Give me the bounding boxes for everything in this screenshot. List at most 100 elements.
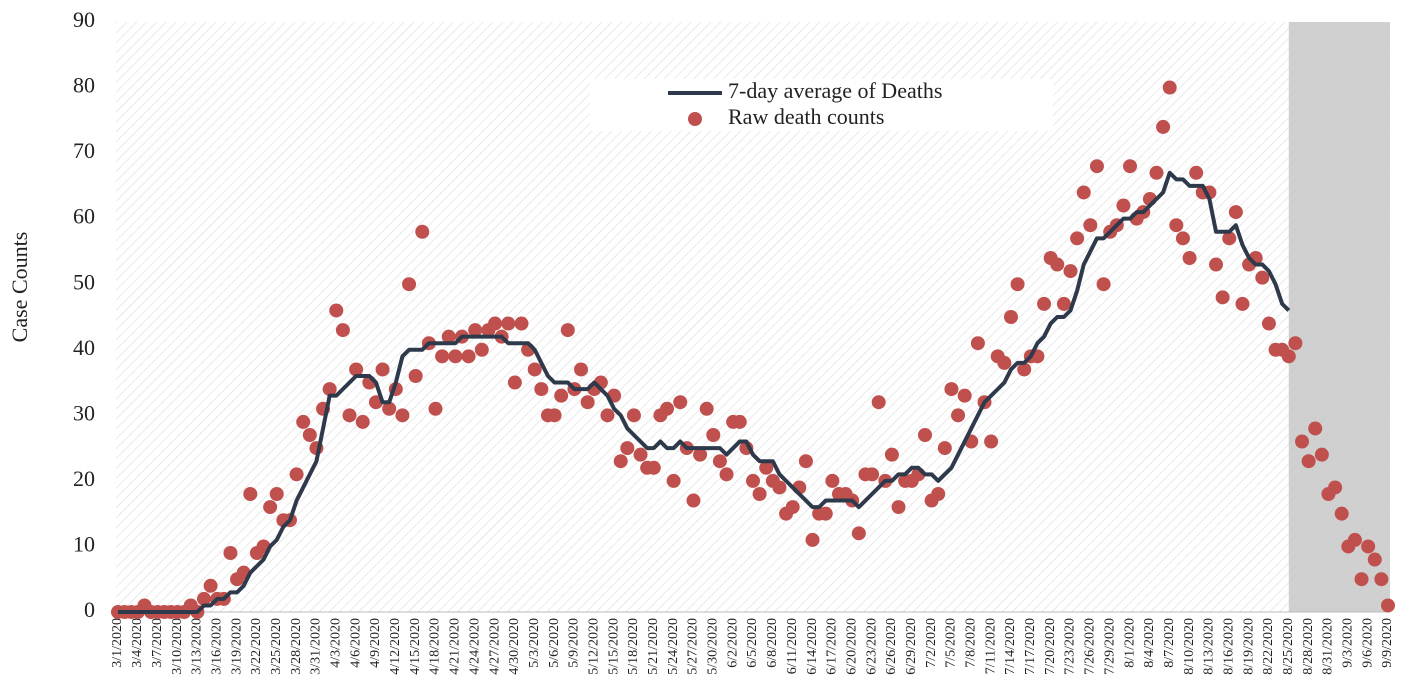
raw-point [1003, 310, 1018, 324]
raw-point [712, 454, 727, 469]
raw-point [296, 414, 311, 429]
raw-point [1169, 218, 1184, 233]
y-axis-label: Case Counts [7, 232, 32, 343]
raw-point [620, 441, 635, 456]
raw-point [1010, 277, 1025, 292]
raw-point [263, 500, 278, 515]
raw-point [719, 467, 734, 482]
raw-point [984, 434, 999, 449]
raw-point [673, 395, 688, 410]
raw-point [1182, 251, 1197, 265]
x-tick-label: 3/4/2020 [130, 618, 145, 668]
raw-point [660, 401, 675, 416]
x-tick-label: 7/17/2020 [1023, 618, 1038, 675]
x-tick-label: 8/1/2020 [1122, 618, 1137, 668]
raw-point [1149, 165, 1164, 180]
raw-point [798, 454, 813, 469]
x-tick-label: 8/7/2020 [1162, 618, 1177, 668]
x-tick-label: 3/22/2020 [249, 618, 264, 675]
raw-point [626, 408, 641, 423]
raw-point [937, 441, 952, 456]
raw-point [1123, 159, 1138, 174]
raw-point [474, 342, 489, 357]
x-tick-label: 5/12/2020 [586, 618, 601, 675]
raw-point [1255, 270, 1270, 285]
x-tick-label: 7/23/2020 [1063, 618, 1078, 675]
x-tick-label: 8/13/2020 [1202, 618, 1217, 675]
raw-point [203, 578, 218, 593]
raw-point [1334, 506, 1349, 521]
x-tick-label: 4/18/2020 [428, 618, 443, 675]
raw-point [613, 454, 628, 469]
raw-point [580, 395, 595, 410]
raw-point [825, 473, 840, 488]
raw-point [1301, 454, 1316, 469]
x-tick-label: 3/7/2020 [150, 618, 165, 668]
x-tick-label: 4/15/2020 [408, 618, 423, 675]
raw-point [574, 362, 589, 377]
x-tick-label: 6/8/2020 [765, 618, 780, 668]
raw-point [818, 506, 833, 521]
raw-point [1222, 231, 1237, 246]
x-tick-label: 7/11/2020 [983, 618, 998, 674]
x-tick-label: 5/24/2020 [666, 618, 681, 675]
raw-point [1308, 421, 1323, 436]
raw-point [686, 493, 701, 508]
x-tick-label: 3/19/2020 [229, 618, 244, 675]
raw-point [931, 487, 946, 501]
raw-point [1050, 257, 1065, 272]
raw-point [732, 414, 747, 429]
raw-point [1235, 296, 1250, 311]
raw-point [785, 500, 800, 515]
raw-point [891, 500, 906, 515]
raw-point [1374, 572, 1389, 587]
raw-point [957, 388, 972, 403]
y-tick-label: 90 [73, 7, 95, 32]
x-tick-label: 6/14/2020 [805, 618, 820, 675]
raw-point [223, 546, 238, 560]
y-tick-label: 70 [73, 138, 95, 163]
raw-point [884, 447, 899, 462]
x-tick-label: 8/4/2020 [1142, 618, 1157, 668]
x-tick-label: 6/5/2020 [745, 618, 760, 668]
raw-point [1367, 552, 1382, 567]
x-tick-label: 3/28/2020 [289, 618, 304, 675]
raw-point [646, 460, 661, 475]
raw-point [1070, 231, 1085, 246]
x-tick-label: 5/21/2020 [646, 618, 661, 675]
raw-point [944, 382, 959, 397]
y-tick-label: 20 [73, 466, 95, 491]
x-tick-label: 4/24/2020 [467, 618, 482, 675]
x-tick-label: 5/15/2020 [606, 618, 621, 675]
raw-point [1162, 80, 1177, 95]
raw-point [1288, 336, 1303, 351]
raw-point [970, 336, 985, 351]
raw-point [851, 526, 866, 541]
raw-point [693, 447, 708, 462]
raw-point [759, 460, 774, 475]
raw-point [805, 532, 820, 547]
raw-point [342, 408, 357, 423]
y-tick-label: 10 [73, 531, 95, 556]
raw-point [329, 303, 344, 318]
raw-point [1381, 598, 1395, 613]
x-tick-label: 8/10/2020 [1182, 618, 1197, 675]
raw-point [355, 414, 370, 429]
raw-point [468, 323, 483, 338]
raw-point [501, 316, 516, 331]
x-tick-label: 5/3/2020 [527, 618, 542, 668]
raw-point [534, 382, 549, 397]
raw-point [1215, 290, 1230, 305]
x-tick-label: 5/27/2020 [686, 618, 701, 675]
y-tick-label: 80 [73, 73, 95, 98]
raw-point [428, 401, 443, 416]
raw-point [1056, 296, 1071, 311]
raw-point [951, 408, 966, 423]
raw-point [1261, 316, 1276, 331]
raw-point [666, 473, 681, 488]
raw-point [1281, 349, 1296, 364]
x-tick-label: 4/21/2020 [448, 618, 463, 675]
y-tick-label: 0 [84, 597, 95, 622]
raw-point [1089, 159, 1104, 174]
